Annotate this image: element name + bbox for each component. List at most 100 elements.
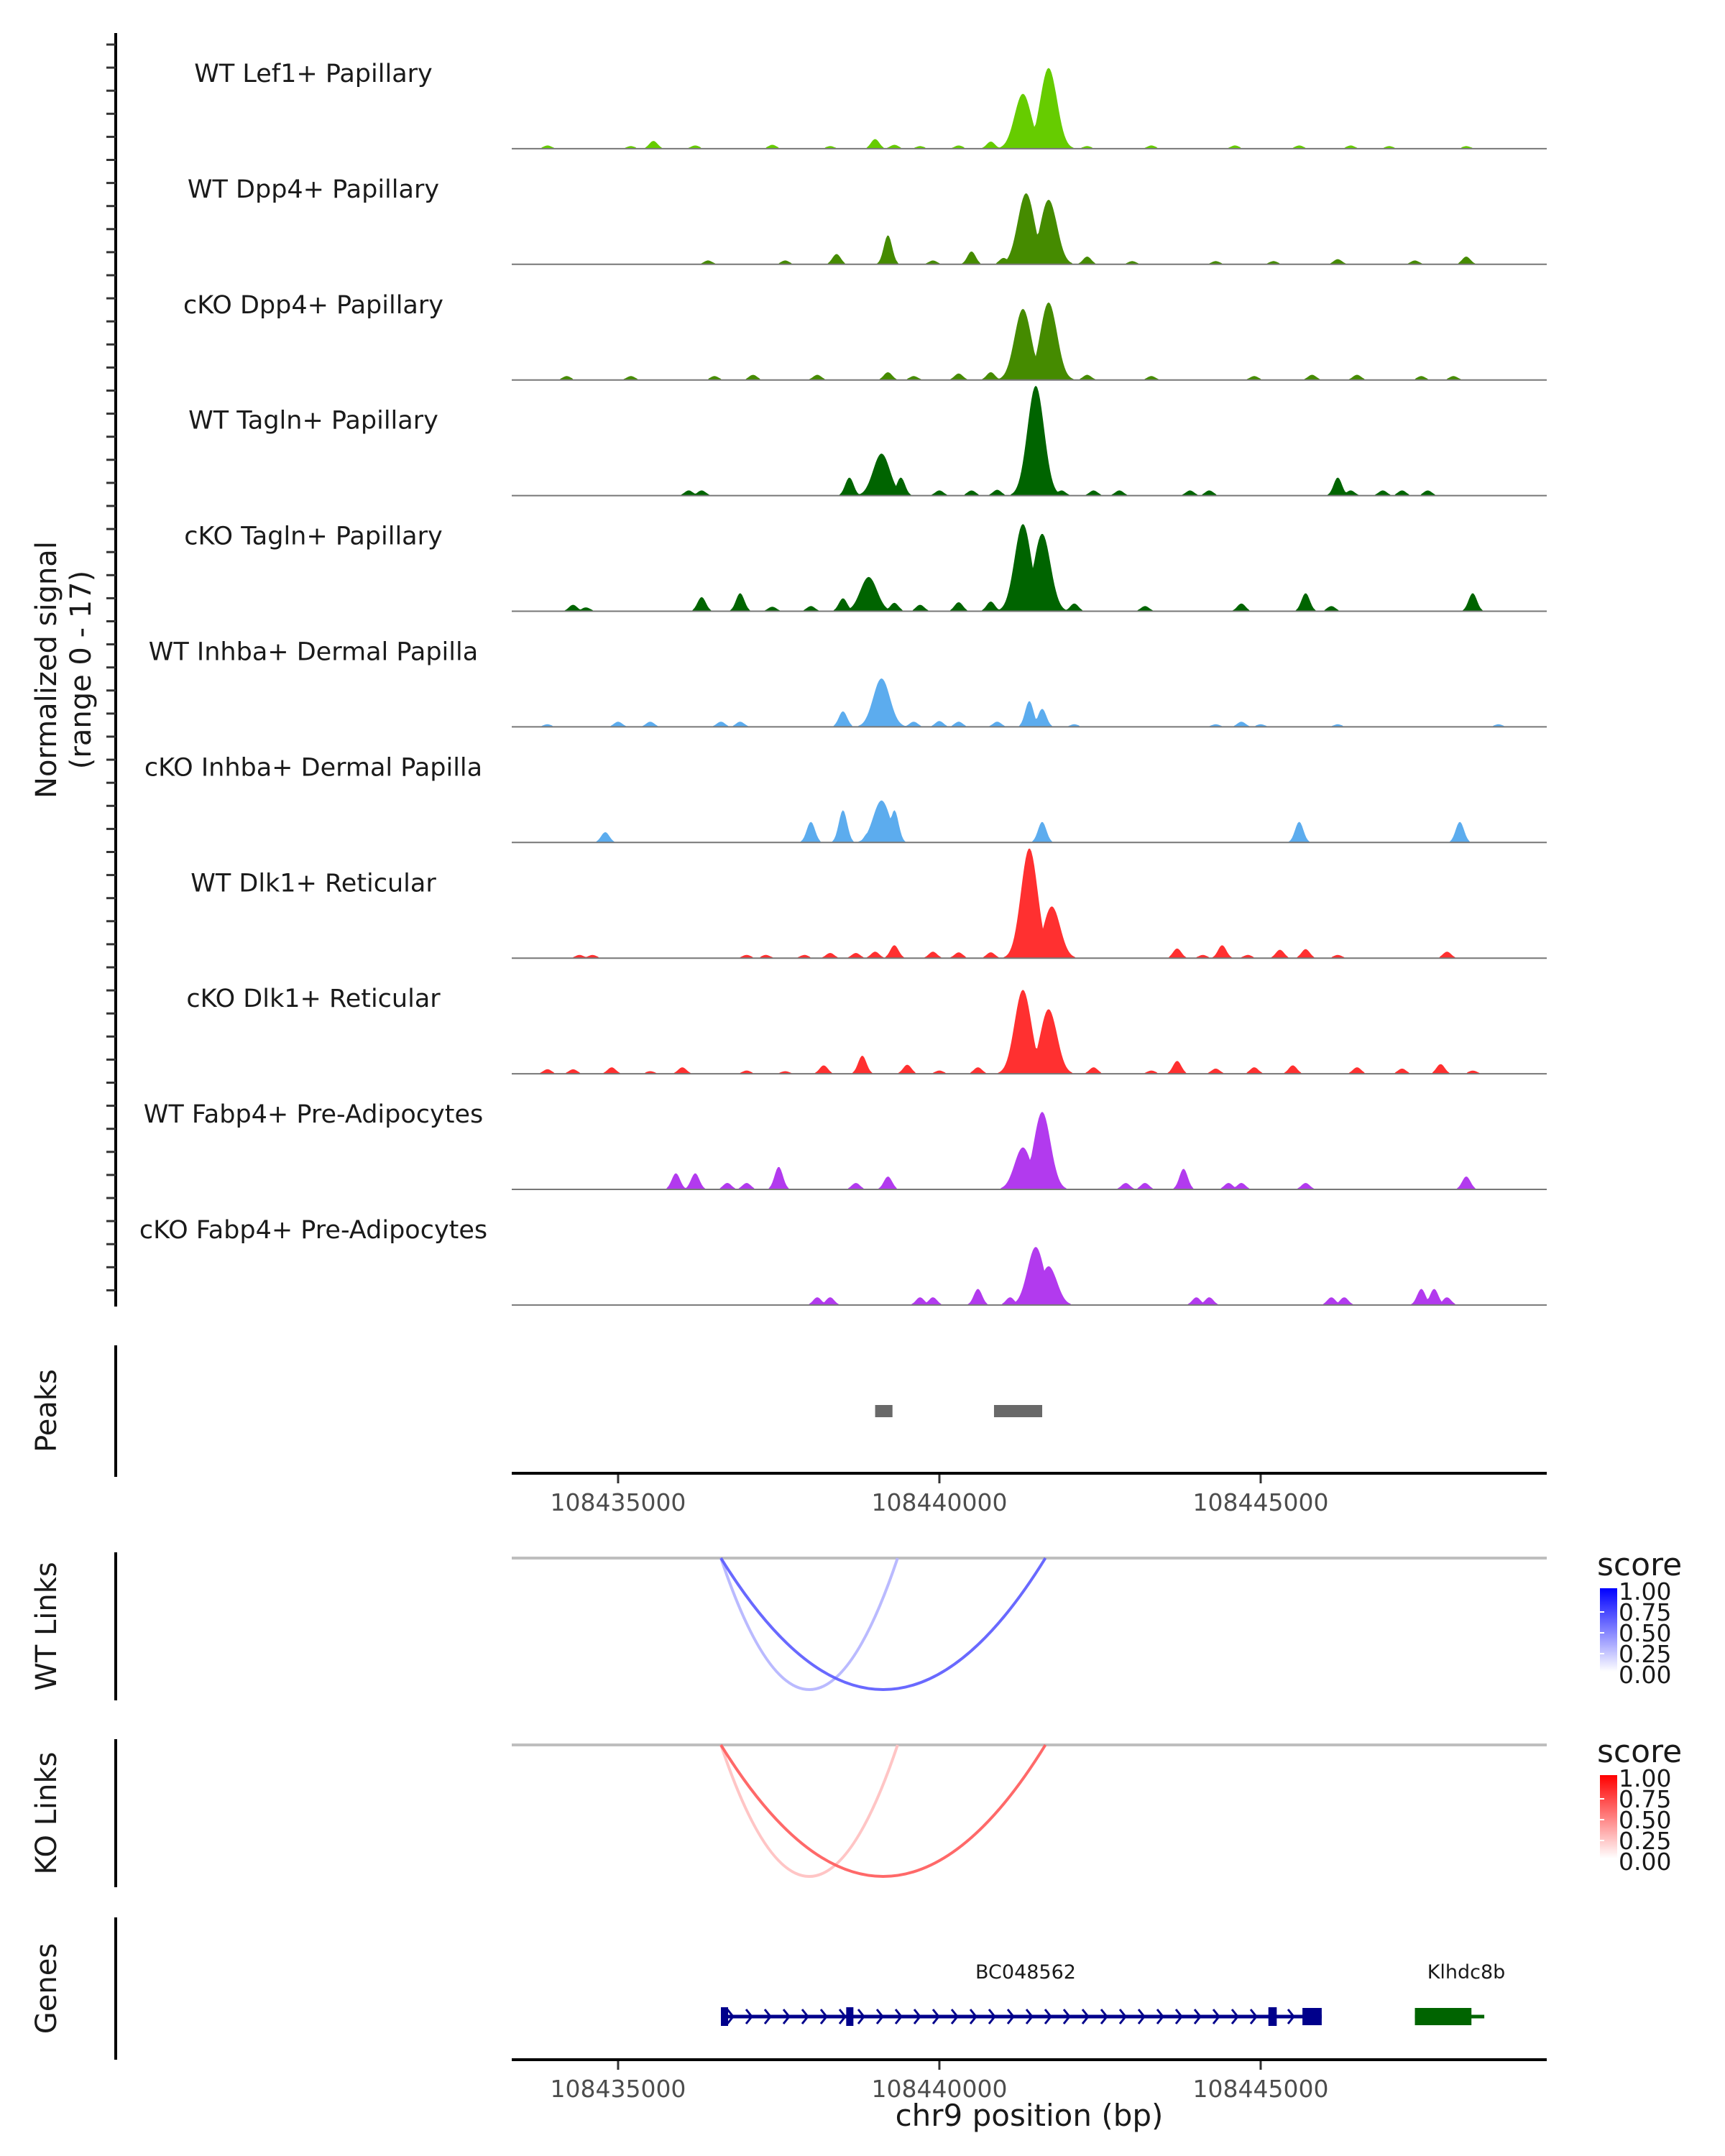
coverage-area [512,1112,1547,1189]
x-tick-label: 108435000 [550,1488,686,1516]
peak-region [993,1405,1043,1417]
x-tick-label: 108440000 [871,1488,1007,1516]
link-arc [719,1743,1047,1878]
legend-tick-label: 1.00 [1619,1577,1671,1606]
coverage-area [512,193,1547,264]
peaks-x-axis-ticks: 108435000 108440000 108445000 [550,1475,1328,1516]
strand-arrow-icon [1100,2009,1108,2024]
link-arc [719,1557,899,1691]
links-y-axis-title: WT Links [30,1562,63,1690]
coverage-area [512,68,1547,149]
strand-arrow-icon [1044,2009,1052,2024]
coverage-area [512,990,1547,1074]
link-arc [719,1557,1047,1691]
strand-arrow-icon [1006,2009,1015,2024]
legend-tick-label: 0.75 [1619,1598,1671,1626]
genes-x-axis-ticks: 108435000 108440000 108445000 [550,2061,1328,2103]
strand-arrow-icon [838,2009,847,2024]
coverage-track: WT Dpp4+ Papillary [188,175,1547,265]
strand-arrow-icon [1230,2009,1239,2024]
strand-arrow-icon [932,2009,940,2024]
strand-arrow-icon [763,2009,772,2024]
x-tick-label: 108445000 [1192,1488,1328,1516]
strand-arrow-icon [801,2009,809,2024]
track-label: cKO Dlk1+ Reticular [186,985,441,1013]
strand-arrow-icon [857,2009,865,2024]
track-label: WT Inhba+ Dermal Papilla [149,638,478,667]
strand-arrow-icon [950,2009,959,2024]
gene-name-label: BC048562 [975,1961,1076,1984]
coverage-panel: Normalized signal (range 0 - 17) WT Lef1… [30,33,1547,1307]
strand-arrow-icon [969,2009,978,2024]
x-tick-label: 108435000 [550,2075,686,2103]
strand-arrow-icon [782,2009,791,2024]
genes-panel: Genes BC048562 Klhdc8b 108435000 108440000… [30,1917,1547,2133]
link-arc [719,1744,899,1878]
links-y-axis-title: KO Links [30,1752,63,1875]
peaks-y-axis-title: Peaks [30,1369,63,1452]
coverage-track: cKO Dpp4+ Papillary [183,291,1547,381]
track-label: WT Fabp4+ Pre-Adipocytes [144,1100,483,1129]
legend-colorbar [1600,1775,1617,1858]
coverage-area [512,678,1547,727]
x-tick-label: 108445000 [1192,2075,1328,2103]
coverage-area [512,1247,1547,1305]
strand-arrow-icon [1249,2009,1258,2024]
peak-regions [875,1405,1043,1417]
coverage-track: cKO Inhba+ Dermal Papilla [144,753,1547,844]
strand-arrow-icon [1118,2009,1127,2024]
strand-arrow-icon [1287,2009,1295,2024]
track-label: WT Dlk1+ Reticular [190,869,436,898]
gene-model: Klhdc8b [1414,1961,1505,2025]
coverage-area [512,385,1547,496]
coverage-track: WT Inhba+ Dermal Papilla [149,638,1547,728]
strand-arrow-icon [1062,2009,1071,2024]
gene-models: BC048562 Klhdc8b [721,1961,1505,2026]
track-label: cKO Inhba+ Dermal Papilla [144,753,482,782]
track-label: cKO Dpp4+ Papillary [183,291,443,320]
strand-arrow-icon [1137,2009,1146,2024]
strand-arrow-icon [988,2009,996,2024]
strand-arrow-icon [913,2009,921,2024]
track-label: cKO Tagln+ Papillary [184,522,443,551]
legend-colorbar [1600,1588,1617,1672]
strand-arrow-icon [1212,2009,1220,2024]
track-label: WT Dpp4+ Papillary [188,175,439,204]
track-label: WT Tagln+ Papillary [188,407,438,436]
coverage-track: WT Fabp4+ Pre-Adipocytes [144,1100,1547,1190]
peak-region [875,1405,893,1417]
coverage-y-ticks [106,43,116,1291]
coverage-track: cKO Fabp4+ Pre-Adipocytes [139,1216,1547,1306]
coverage-area [512,302,1547,380]
strand-arrow-icon [745,2009,753,2024]
strand-arrow-icon [1156,2009,1164,2024]
genes-y-axis-title: Genes [30,1943,63,2034]
legend-title: score [1597,1547,1682,1583]
track-label: cKO Fabp4+ Pre-Adipocytes [139,1216,487,1245]
track-label: WT Lef1+ Papillary [194,60,433,88]
x-axis-title: chr9 position (bp) [896,2098,1164,2133]
x-tick-label: 108440000 [871,2075,1007,2103]
strand-arrow-icon [1193,2009,1202,2024]
strand-arrow-icon [726,2009,735,2024]
strand-arrow-icon [819,2009,828,2024]
gene-exon [1414,2008,1472,2025]
legend-tick-label: 0.50 [1619,1619,1671,1647]
legend-title: score [1597,1733,1682,1770]
coverage-track: WT Lef1+ Papillary [194,60,1547,149]
strand-arrow-icon [1025,2009,1034,2024]
coverage-track: WT Tagln+ Papillary [188,385,1547,497]
peaks-panel: Peaks 108435000 108440000 108445000 [30,1345,1547,1516]
strand-arrow-icon [894,2009,903,2024]
gene-exon [721,2007,729,2026]
coverage-area [512,848,1547,959]
legend-tick-label: 0.25 [1619,1827,1671,1855]
legend-tick-label: 0.25 [1619,1640,1671,1668]
coverage-area [512,800,1547,843]
